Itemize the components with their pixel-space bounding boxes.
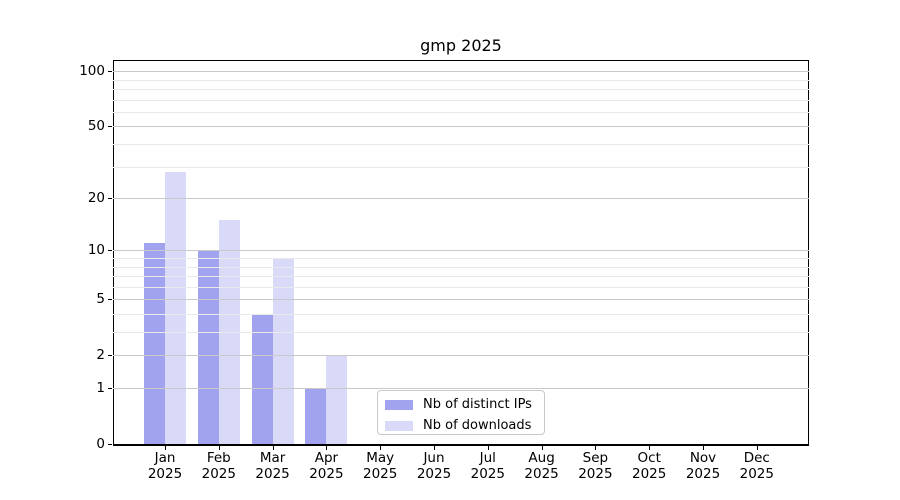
y-tick bbox=[108, 250, 112, 252]
gridline-minor bbox=[113, 144, 809, 145]
plot-area bbox=[113, 60, 809, 444]
gridline-major bbox=[113, 299, 809, 301]
x-tick-label: Feb 2025 bbox=[201, 450, 236, 482]
y-tick bbox=[108, 71, 112, 73]
x-tick-label: Dec 2025 bbox=[739, 450, 774, 482]
y-tick-label: 2 bbox=[96, 347, 105, 364]
x-tick bbox=[434, 446, 435, 450]
gridline-major bbox=[113, 250, 809, 252]
y-tick-label: 100 bbox=[79, 63, 105, 80]
x-tick-label: Sep 2025 bbox=[578, 450, 613, 482]
gridline-minor bbox=[113, 257, 809, 259]
x-tick bbox=[165, 446, 166, 450]
bar-downloads bbox=[165, 171, 186, 444]
legend: Nb of distinct IPs Nb of downloads bbox=[377, 390, 545, 435]
gridline-major bbox=[113, 355, 809, 357]
y-tick-label: 20 bbox=[87, 190, 105, 207]
plot-border-right bbox=[808, 60, 809, 444]
x-tick bbox=[218, 446, 220, 450]
x-tick-label: May 2025 bbox=[363, 450, 398, 482]
x-tick-label: Nov 2025 bbox=[685, 450, 721, 482]
legend-row: Nb of downloads bbox=[385, 418, 536, 434]
bar-distinct-ips bbox=[197, 250, 219, 444]
gridline-minor bbox=[113, 79, 809, 81]
x-tick-label: Jul 2025 bbox=[470, 450, 505, 482]
x-tick-label: Mar 2025 bbox=[255, 450, 290, 482]
x-tick bbox=[703, 446, 704, 450]
gridline-minor bbox=[113, 286, 809, 288]
gridline-minor bbox=[113, 166, 809, 168]
y-tick-label: 0 bbox=[96, 436, 105, 452]
y-tick bbox=[108, 299, 112, 301]
x-tick bbox=[649, 446, 651, 450]
legend-label: Nb of distinct IPs bbox=[423, 397, 532, 412]
gridline-minor bbox=[113, 89, 809, 90]
x-tick-label: Apr 2025 bbox=[309, 450, 344, 482]
bar-downloads bbox=[272, 257, 294, 444]
y-tick bbox=[108, 198, 112, 200]
gridlines-layer bbox=[113, 60, 809, 444]
y-tick bbox=[108, 355, 112, 357]
x-tick-label: Jan 2025 bbox=[147, 450, 183, 482]
chart-title: gmp 2025 bbox=[420, 36, 502, 55]
bar-downloads bbox=[326, 355, 348, 444]
x-tick-label: Oct 2025 bbox=[632, 450, 667, 482]
plot-border-bottom bbox=[113, 444, 809, 446]
x-tick bbox=[541, 446, 543, 450]
x-tick bbox=[380, 446, 382, 450]
bar-distinct-ips bbox=[251, 313, 273, 444]
x-tick bbox=[272, 446, 274, 450]
legend-swatch-distinct-ips bbox=[385, 400, 413, 410]
x-tick-label: Aug 2025 bbox=[524, 450, 559, 482]
y-tick-label: 1 bbox=[96, 380, 105, 396]
bar-distinct-ips bbox=[144, 243, 165, 444]
bar-distinct-ips bbox=[305, 388, 327, 444]
x-tick bbox=[487, 446, 489, 450]
legend-label: Nb of downloads bbox=[423, 418, 532, 433]
gridline-minor bbox=[113, 276, 809, 278]
gridline-minor bbox=[113, 332, 809, 333]
gridline-major bbox=[113, 126, 809, 128]
gridline-minor bbox=[113, 313, 809, 315]
gridline-minor bbox=[113, 266, 809, 268]
y-tick-label: 10 bbox=[87, 242, 105, 259]
gridline-minor bbox=[113, 99, 809, 101]
gridline-major bbox=[113, 71, 809, 73]
x-tick bbox=[595, 446, 597, 450]
y-tick-label: 5 bbox=[96, 291, 105, 308]
gridline-major bbox=[113, 388, 809, 389]
gridline-minor bbox=[113, 111, 809, 113]
legend-row: Nb of distinct IPs bbox=[385, 397, 536, 413]
gridline-major bbox=[113, 198, 809, 200]
y-tick bbox=[108, 444, 112, 445]
plot-border-left bbox=[113, 60, 114, 444]
y-tick-label: 50 bbox=[87, 118, 105, 135]
y-tick bbox=[108, 388, 112, 389]
x-tick bbox=[326, 446, 328, 450]
plot-border-top bbox=[113, 60, 809, 61]
legend-swatch-downloads bbox=[385, 421, 413, 431]
x-tick bbox=[756, 446, 758, 450]
x-tick-label: Jun 2025 bbox=[416, 450, 452, 482]
y-tick bbox=[108, 126, 112, 128]
